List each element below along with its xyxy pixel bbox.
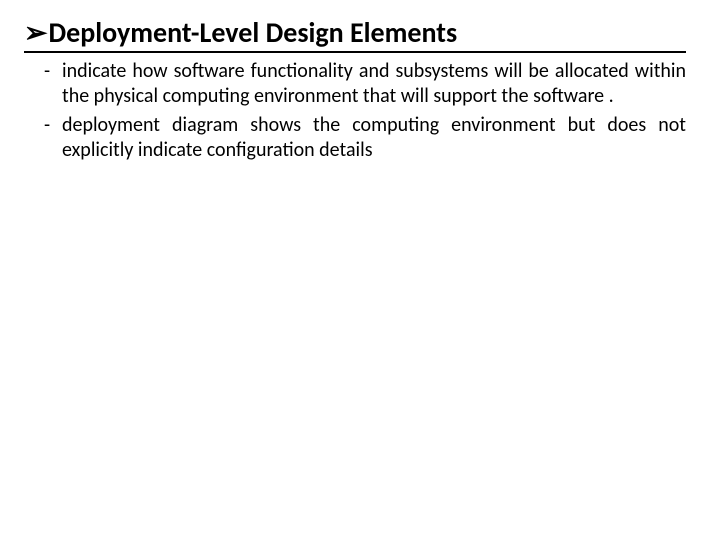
bullet-dash-icon: - — [44, 113, 62, 163]
page-title: Deployment-Level Design Elements — [48, 18, 457, 49]
bullet-text: indicate how software functionality and … — [62, 59, 686, 109]
list-item: - indicate how software functionality an… — [44, 59, 686, 109]
bullet-list: - indicate how software functionality an… — [24, 59, 686, 163]
bullet-text: deployment diagram shows the computing e… — [62, 113, 686, 163]
bullet-dash-icon: - — [44, 59, 62, 109]
list-item: - deployment diagram shows the computing… — [44, 113, 686, 163]
slide: ➢ Deployment-Level Design Elements - ind… — [0, 0, 720, 540]
heading-row: ➢ Deployment-Level Design Elements — [24, 18, 686, 53]
chevron-right-icon: ➢ — [24, 19, 46, 47]
